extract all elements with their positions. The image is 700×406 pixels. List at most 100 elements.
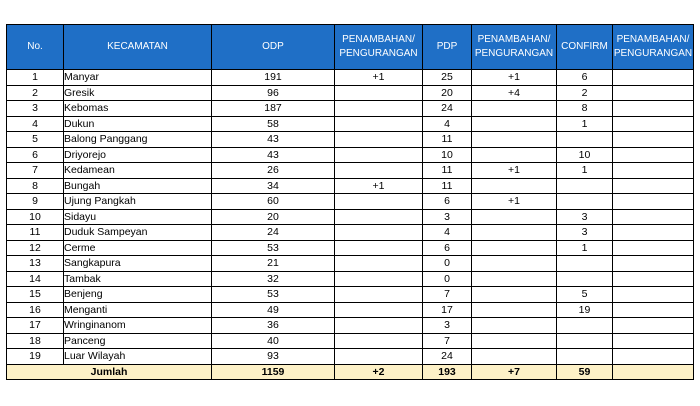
cell-odp: 53 xyxy=(211,239,335,256)
cell-pdp: 0 xyxy=(422,270,472,287)
cell-pdp: 11 xyxy=(422,177,472,194)
cell-no: 19 xyxy=(6,348,64,365)
cell-kecamatan: Tambak xyxy=(63,270,212,287)
cell-no: 11 xyxy=(6,224,64,241)
cell-pdp: 6 xyxy=(422,193,472,210)
cell-pdp: 7 xyxy=(422,332,472,349)
header-row: No. KECAMATAN ODP PENAMBAHAN/ PENGURANGA… xyxy=(6,24,694,70)
cell-penambahan-odp xyxy=(334,131,423,148)
cell-pdp: 4 xyxy=(422,115,472,132)
cell-no: 1 xyxy=(6,69,64,86)
table-row: 12 Cerme 53 6 1 xyxy=(6,239,694,256)
cell-confirm: 3 xyxy=(556,208,613,225)
cell-penambahan-odp xyxy=(334,146,423,163)
cell-penambahan-confirm xyxy=(612,115,694,132)
cell-confirm xyxy=(556,255,613,272)
cell-penambahan-pdp xyxy=(471,208,557,225)
cell-penambahan-odp xyxy=(334,162,423,179)
cell-penambahan-confirm xyxy=(612,100,694,117)
cell-kecamatan: Duduk Sampeyan xyxy=(63,224,212,241)
table-row: 10 Sidayu 20 3 3 xyxy=(6,208,694,225)
table-row: 13 Sangkapura 21 0 xyxy=(6,255,694,272)
cell-kecamatan: Manyar xyxy=(63,69,212,86)
cell-penambahan-confirm xyxy=(612,131,694,148)
table-row: 8 Bungah 34 +1 11 xyxy=(6,177,694,194)
cell-pdp: 17 xyxy=(422,301,472,318)
cell-penambahan-odp xyxy=(334,115,423,132)
cell-no: 16 xyxy=(6,301,64,318)
cell-confirm xyxy=(556,131,613,148)
cell-penambahan-pdp xyxy=(471,301,557,318)
total-row: Jumlah 1159 +2 193 +7 59 xyxy=(6,363,694,380)
cell-confirm xyxy=(556,332,613,349)
cell-odp: 191 xyxy=(211,69,335,86)
cell-odp: 58 xyxy=(211,115,335,132)
cell-odp: 43 xyxy=(211,146,335,163)
table-row: 11 Duduk Sampeyan 24 4 3 xyxy=(6,224,694,241)
cell-penambahan-confirm xyxy=(612,239,694,256)
cell-penambahan-odp xyxy=(334,301,423,318)
cell-pdp: 6 xyxy=(422,239,472,256)
cell-penambahan-pdp xyxy=(471,239,557,256)
table-row: 6 Driyorejo 43 10 10 xyxy=(6,146,694,163)
table-row: 9 Ujung Pangkah 60 6 +1 xyxy=(6,193,694,210)
cell-penambahan-pdp: +1 xyxy=(471,193,557,210)
cell-no: 10 xyxy=(6,208,64,225)
cell-odp: 53 xyxy=(211,286,335,303)
cell-penambahan-pdp: +4 xyxy=(471,84,557,101)
cell-penambahan-odp xyxy=(334,193,423,210)
cell-penambahan-pdp: +1 xyxy=(471,162,557,179)
cell-penambahan-pdp xyxy=(471,348,557,365)
cell-penambahan-pdp xyxy=(471,100,557,117)
cell-odp: 34 xyxy=(211,177,335,194)
cell-kecamatan: Menganti xyxy=(63,301,212,318)
cell-kecamatan: Ujung Pangkah xyxy=(63,193,212,210)
cell-confirm: 5 xyxy=(556,286,613,303)
cell-kecamatan: Sangkapura xyxy=(63,255,212,272)
table-row: 16 Menganti 49 17 19 xyxy=(6,301,694,318)
cell-odp: 24 xyxy=(211,224,335,241)
cell-penambahan-odp xyxy=(334,224,423,241)
table-row: 18 Panceng 40 7 xyxy=(6,332,694,349)
cell-confirm: 19 xyxy=(556,301,613,318)
cell-penambahan-odp xyxy=(334,270,423,287)
cell-odp: 187 xyxy=(211,100,335,117)
cell-penambahan-confirm xyxy=(612,332,694,349)
cell-penambahan-confirm xyxy=(612,84,694,101)
cell-kecamatan: Balong Panggang xyxy=(63,131,212,148)
cell-penambahan-pdp xyxy=(471,332,557,349)
cell-no: 3 xyxy=(6,100,64,117)
table-row: 19 Luar Wilayah 93 24 xyxy=(6,348,694,365)
cell-penambahan-odp xyxy=(334,100,423,117)
cell-penambahan-pdp xyxy=(471,270,557,287)
cell-penambahan-pdp xyxy=(471,131,557,148)
cell-pdp: 24 xyxy=(422,100,472,117)
cell-penambahan-confirm xyxy=(612,162,694,179)
cell-penambahan-odp xyxy=(334,239,423,256)
table-row: 14 Tambak 32 0 xyxy=(6,270,694,287)
cell-pdp: 0 xyxy=(422,255,472,272)
cell-kecamatan: Kedamean xyxy=(63,162,212,179)
cell-odp: 49 xyxy=(211,301,335,318)
total-label: Jumlah xyxy=(6,363,212,380)
total-odp: 1159 xyxy=(211,363,335,380)
cell-pdp: 10 xyxy=(422,146,472,163)
cell-kecamatan: Gresik xyxy=(63,84,212,101)
cell-kecamatan: Benjeng xyxy=(63,286,212,303)
cell-odp: 26 xyxy=(211,162,335,179)
cell-penambahan-pdp xyxy=(471,317,557,334)
cell-confirm: 2 xyxy=(556,84,613,101)
cell-penambahan-confirm xyxy=(612,286,694,303)
cell-odp: 20 xyxy=(211,208,335,225)
cell-kecamatan: Cerme xyxy=(63,239,212,256)
cell-confirm: 10 xyxy=(556,146,613,163)
total-penambahan-odp: +2 xyxy=(334,363,423,380)
cell-penambahan-confirm xyxy=(612,301,694,318)
cell-penambahan-confirm xyxy=(612,146,694,163)
cell-no: 15 xyxy=(6,286,64,303)
cell-odp: 43 xyxy=(211,131,335,148)
cell-confirm xyxy=(556,270,613,287)
cell-penambahan-pdp xyxy=(471,224,557,241)
cell-odp: 60 xyxy=(211,193,335,210)
cell-pdp: 20 xyxy=(422,84,472,101)
